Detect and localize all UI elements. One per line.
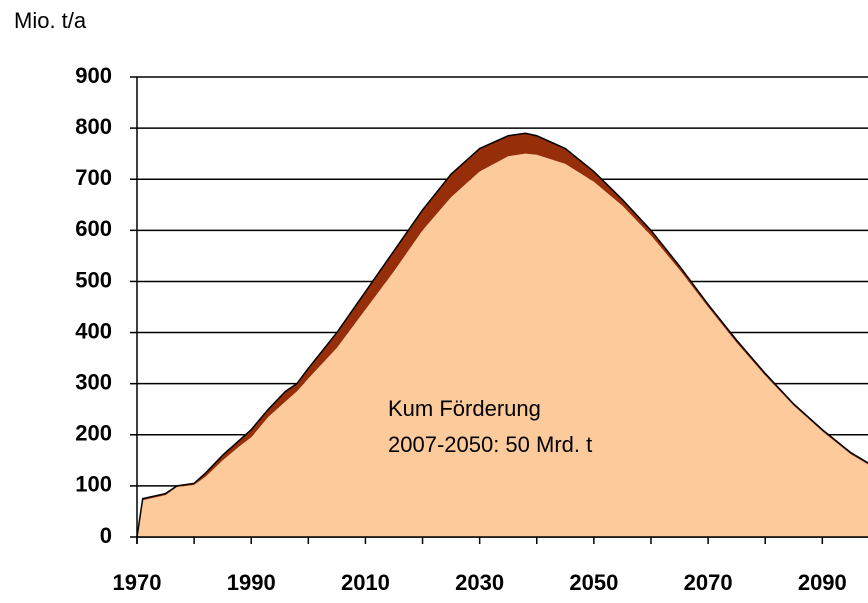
y-tick-label: 400 <box>75 318 112 343</box>
x-tick-label: 1990 <box>227 570 276 595</box>
y-tick-label: 500 <box>75 267 112 292</box>
y-tick-label: 800 <box>75 114 112 139</box>
y-unit-label: Mio. t/a <box>14 8 87 33</box>
y-tick-label: 100 <box>75 472 112 497</box>
y-tick-label: 700 <box>75 165 112 190</box>
x-tick-label: 2030 <box>455 570 504 595</box>
area <box>137 153 868 537</box>
x-tick-label: 1970 <box>113 570 162 595</box>
x-tick-label: 2010 <box>341 570 390 595</box>
annotation: 2007-2050: 50 Mrd. t <box>388 432 592 457</box>
area-outline <box>136 132 868 538</box>
x-tick-label: 2090 <box>798 570 847 595</box>
y-tick-label: 900 <box>75 63 112 88</box>
x-tick-label: 2050 <box>569 570 618 595</box>
y-tick-label: 200 <box>75 421 112 446</box>
y-tick-label: 0 <box>100 523 112 548</box>
annotation: Kum Förderung <box>388 396 541 421</box>
x-tick-label: 2070 <box>684 570 733 595</box>
y-tick-label: 600 <box>75 216 112 241</box>
y-tick-label: 300 <box>75 369 112 394</box>
